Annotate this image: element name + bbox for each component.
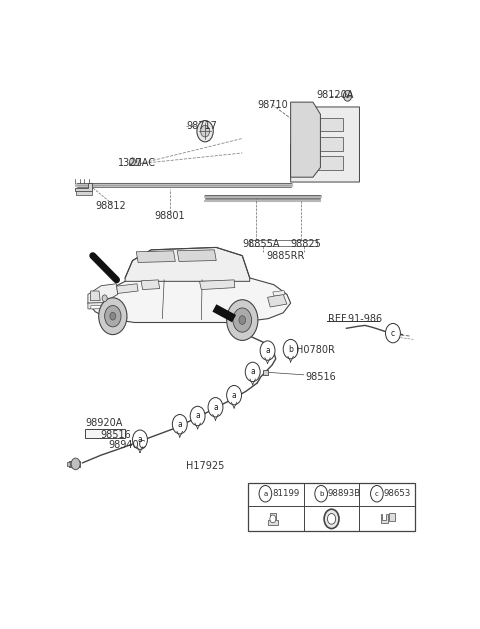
Polygon shape: [99, 313, 127, 319]
Polygon shape: [125, 247, 250, 281]
Circle shape: [110, 313, 116, 320]
Text: a: a: [195, 411, 200, 420]
Polygon shape: [290, 102, 321, 177]
Text: REF.91-986: REF.91-986: [328, 314, 382, 323]
Polygon shape: [298, 118, 343, 131]
Polygon shape: [177, 250, 216, 262]
Circle shape: [105, 306, 121, 327]
Text: 98710: 98710: [257, 99, 288, 109]
Polygon shape: [263, 370, 268, 375]
Text: a: a: [232, 391, 237, 399]
Text: a: a: [263, 491, 267, 497]
Polygon shape: [85, 429, 125, 438]
Text: a: a: [265, 346, 270, 355]
Polygon shape: [298, 137, 343, 150]
Text: 9885RR: 9885RR: [266, 250, 305, 260]
Text: H17925: H17925: [186, 461, 225, 471]
Text: 98516: 98516: [100, 430, 131, 440]
Circle shape: [324, 509, 339, 528]
Circle shape: [71, 458, 80, 470]
Text: 98120A: 98120A: [317, 90, 354, 100]
FancyBboxPatch shape: [248, 483, 415, 531]
Polygon shape: [69, 461, 81, 467]
Circle shape: [344, 91, 352, 101]
Text: 98653: 98653: [384, 489, 411, 498]
Text: b: b: [319, 491, 324, 497]
Text: 98920A: 98920A: [85, 418, 123, 428]
Polygon shape: [91, 305, 113, 309]
Circle shape: [208, 398, 223, 417]
Circle shape: [245, 362, 260, 382]
Circle shape: [102, 295, 107, 302]
Circle shape: [239, 316, 246, 325]
Text: 98855A: 98855A: [242, 239, 280, 249]
Polygon shape: [141, 280, 160, 289]
Polygon shape: [88, 302, 118, 309]
Text: H0780R: H0780R: [296, 345, 335, 355]
Polygon shape: [117, 284, 138, 293]
Text: b: b: [288, 345, 293, 353]
Polygon shape: [67, 462, 70, 466]
Text: 98812: 98812: [96, 201, 126, 211]
Circle shape: [132, 430, 147, 449]
Polygon shape: [75, 183, 92, 191]
Text: c: c: [391, 328, 395, 338]
Circle shape: [385, 323, 400, 343]
Polygon shape: [136, 251, 175, 262]
Polygon shape: [76, 191, 92, 194]
Circle shape: [259, 486, 272, 502]
Text: a: a: [213, 403, 218, 412]
Circle shape: [371, 486, 383, 502]
Text: 98516: 98516: [305, 372, 336, 382]
Circle shape: [260, 341, 275, 360]
Polygon shape: [298, 157, 343, 170]
Text: c: c: [375, 491, 379, 497]
Text: 98893B: 98893B: [328, 489, 361, 498]
Text: 98825: 98825: [290, 239, 322, 249]
Text: 98717: 98717: [186, 121, 217, 131]
Text: a: a: [251, 367, 255, 376]
Polygon shape: [200, 280, 235, 289]
Circle shape: [172, 415, 187, 434]
Circle shape: [227, 300, 258, 340]
Polygon shape: [268, 513, 278, 525]
Text: 98940C: 98940C: [108, 440, 146, 450]
Circle shape: [270, 515, 276, 523]
Circle shape: [197, 121, 213, 142]
Polygon shape: [381, 514, 388, 523]
Circle shape: [327, 513, 336, 524]
Polygon shape: [389, 513, 396, 521]
Circle shape: [99, 298, 127, 335]
Circle shape: [130, 158, 135, 165]
Polygon shape: [88, 278, 290, 323]
Polygon shape: [273, 291, 285, 296]
Polygon shape: [267, 294, 287, 307]
Polygon shape: [129, 158, 140, 165]
Circle shape: [233, 308, 252, 332]
Circle shape: [227, 386, 241, 405]
Circle shape: [315, 486, 327, 502]
Text: 1327AC: 1327AC: [118, 158, 156, 168]
Text: a: a: [178, 420, 182, 429]
Circle shape: [283, 340, 298, 359]
Polygon shape: [91, 291, 100, 301]
Polygon shape: [88, 284, 118, 303]
Circle shape: [201, 125, 210, 137]
Circle shape: [190, 406, 205, 426]
Text: a: a: [138, 435, 143, 444]
Text: 98801: 98801: [155, 211, 185, 221]
Polygon shape: [290, 107, 360, 182]
Text: 81199: 81199: [272, 489, 300, 498]
